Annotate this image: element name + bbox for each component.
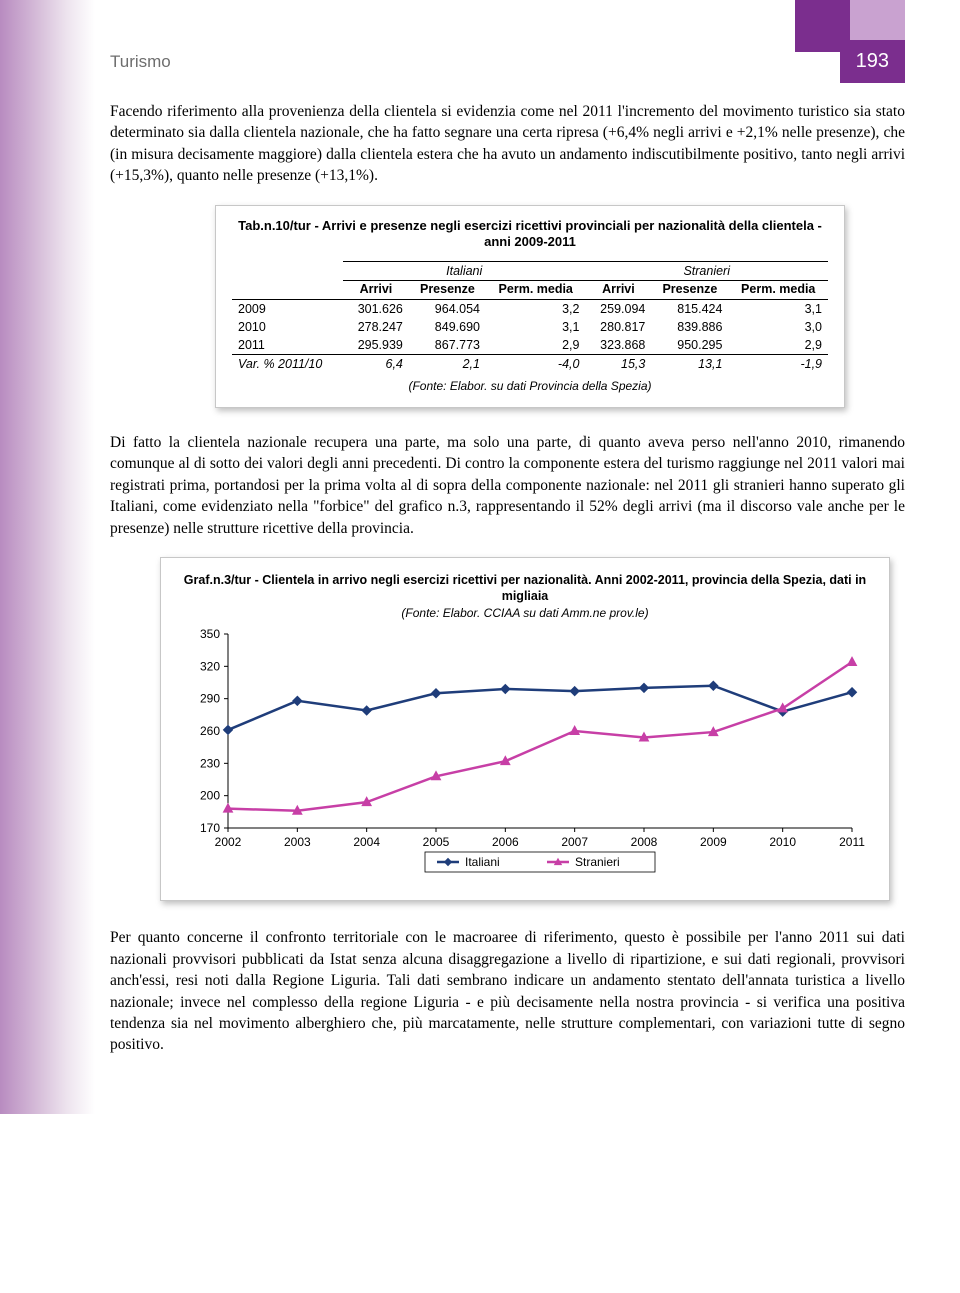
svg-text:350: 350 <box>200 627 220 641</box>
table-tab10: Tab.n.10/tur - Arrivi e presenze negli e… <box>215 205 845 409</box>
svg-text:200: 200 <box>200 789 220 803</box>
svg-text:2005: 2005 <box>423 835 450 849</box>
left-gradient-decor <box>0 0 95 1114</box>
svg-text:Stranieri: Stranieri <box>575 855 620 869</box>
svg-text:2008: 2008 <box>631 835 658 849</box>
svg-text:260: 260 <box>200 724 220 738</box>
table-row-variation: Var. % 2011/106,42,1-4,015,313,1-1,9 <box>232 355 828 374</box>
svg-text:170: 170 <box>200 821 220 835</box>
svg-text:2009: 2009 <box>700 835 727 849</box>
chart-source: (Fonte: Elabor. CCIAA su dati Amm.ne pro… <box>177 606 873 620</box>
svg-text:2004: 2004 <box>353 835 380 849</box>
table-title: Tab.n.10/tur - Arrivi e presenze negli e… <box>232 218 828 252</box>
section-label: Turismo <box>110 52 171 72</box>
svg-text:320: 320 <box>200 660 220 674</box>
table-row: 2009301.626964.0543,2259.094815.4243,1 <box>232 300 828 319</box>
col-presenze-2: Presenze <box>651 281 728 300</box>
paragraph-2: Di fatto la clientela nazionale recupera… <box>110 432 905 539</box>
paragraph-3: Per quanto concerne il confronto territo… <box>110 927 905 1055</box>
svg-text:290: 290 <box>200 692 220 706</box>
data-table: Italiani Stranieri Arrivi Presenze Perm.… <box>232 261 828 373</box>
svg-text:2007: 2007 <box>561 835 588 849</box>
svg-text:2011: 2011 <box>839 835 865 849</box>
svg-text:Italiani: Italiani <box>465 855 500 869</box>
svg-text:2006: 2006 <box>492 835 519 849</box>
svg-text:2010: 2010 <box>769 835 796 849</box>
page-number-badge: 193 <box>840 40 905 83</box>
col-perm-2: Perm. media <box>728 281 828 300</box>
svg-text:230: 230 <box>200 757 220 771</box>
table-source: (Fonte: Elabor. su dati Provincia della … <box>232 379 828 393</box>
table-group-italiani: Italiani <box>343 262 585 281</box>
svg-text:2003: 2003 <box>284 835 311 849</box>
paragraph-1: Facendo riferimento alla provenienza del… <box>110 101 905 187</box>
col-perm-1: Perm. media <box>486 281 585 300</box>
col-arrivi-1: Arrivi <box>343 281 409 300</box>
table-row: 2010278.247849.6903,1280.817839.8863,0 <box>232 318 828 336</box>
col-arrivi-2: Arrivi <box>585 281 651 300</box>
table-row: 2011295.939867.7732,9323.868950.2952,9 <box>232 336 828 355</box>
chart-title: Graf.n.3/tur - Clientela in arrivo negli… <box>177 572 873 605</box>
chart-graf3: Graf.n.3/tur - Clientela in arrivo negli… <box>160 557 890 902</box>
col-presenze-1: Presenze <box>409 281 486 300</box>
svg-text:2002: 2002 <box>215 835 242 849</box>
line-chart-svg: 170 200 230 260 290 320 350 2002 2003 2004 2005 200… <box>180 626 870 886</box>
table-group-stranieri: Stranieri <box>585 262 828 281</box>
